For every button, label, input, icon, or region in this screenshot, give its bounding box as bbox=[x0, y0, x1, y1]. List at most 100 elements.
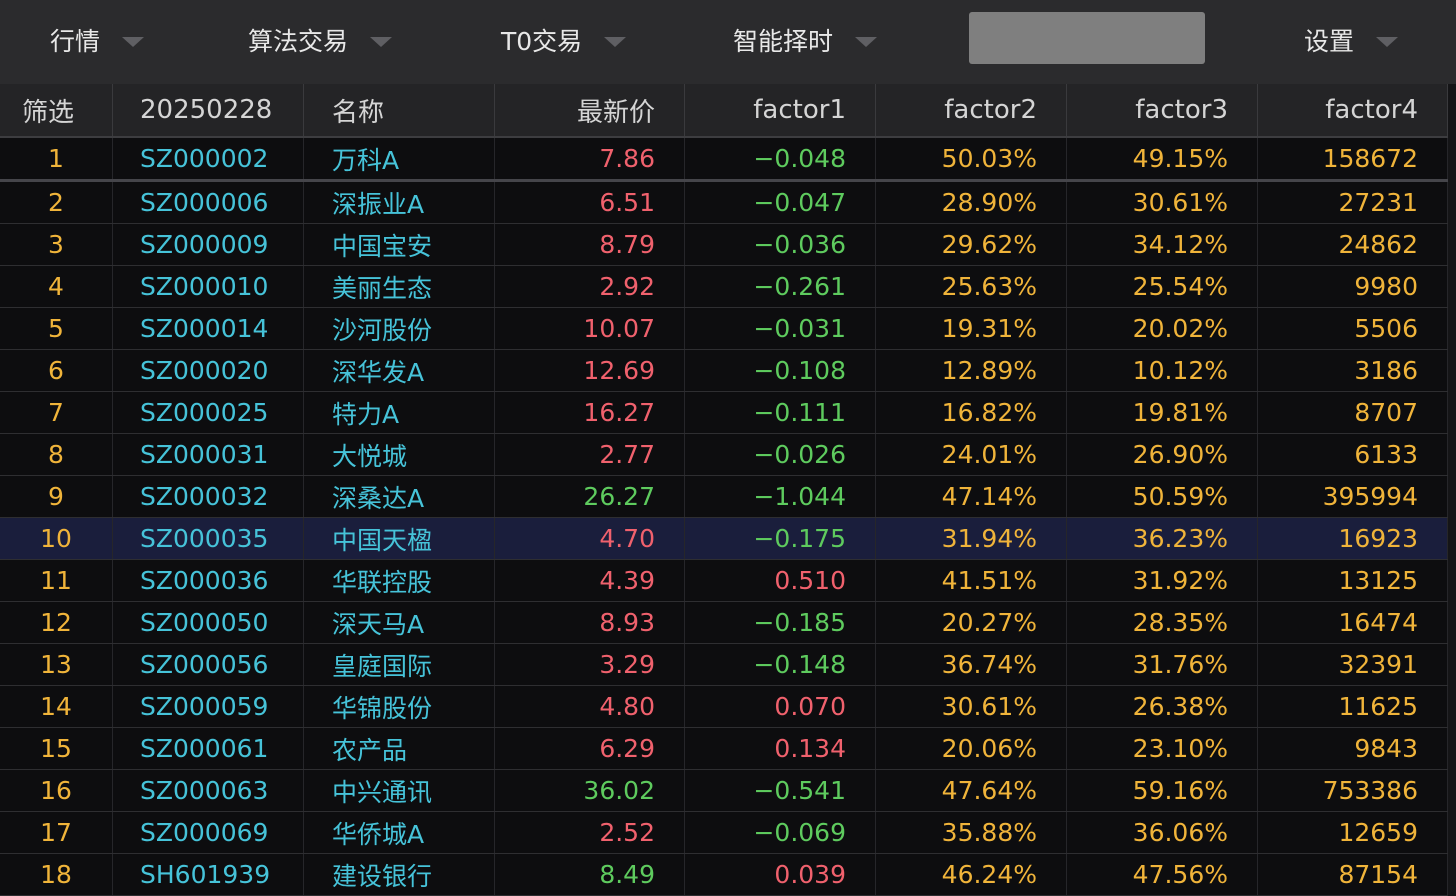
search-input[interactable] bbox=[969, 12, 1205, 64]
factor2-value: 29.62% bbox=[876, 224, 1067, 265]
table-row[interactable]: 10 SZ000035 中国天楹 4.70 −0.175 31.94% 36.23% 1692… bbox=[0, 518, 1456, 560]
row-index: 16 bbox=[0, 770, 113, 811]
stock-code: SZ000020 bbox=[113, 350, 304, 391]
stock-code: SZ000059 bbox=[113, 686, 304, 727]
stock-code: SZ000002 bbox=[113, 138, 304, 179]
factor4-value: 12659 bbox=[1258, 812, 1448, 853]
table-row[interactable]: 9 SZ000032 深桑达A 26.27 −1.044 47.14% 50.59% 3959… bbox=[0, 476, 1456, 518]
row-index: 11 bbox=[0, 560, 113, 601]
factor3-value: 23.10% bbox=[1067, 728, 1258, 769]
table-row[interactable]: 13 SZ000056 皇庭国际 3.29 −0.148 36.74% 31.76% 3239… bbox=[0, 644, 1456, 686]
table-row[interactable]: 11 SZ000036 华联控股 4.39 0.510 41.51% 31.92% 13125 bbox=[0, 560, 1456, 602]
header-factor3[interactable]: factor3 bbox=[1067, 84, 1258, 136]
table-row[interactable]: 18 SH601939 建设银行 8.49 0.039 46.24% 47.56% 87154 bbox=[0, 854, 1456, 896]
factor3-value: 30.61% bbox=[1067, 182, 1258, 223]
chevron-down-icon bbox=[370, 37, 393, 47]
factor4-value: 11625 bbox=[1258, 686, 1448, 727]
table-row[interactable]: 4 SZ000010 美丽生态 2.92 −0.261 25.63% 25.54% 9980 bbox=[0, 266, 1456, 308]
factor3-value: 25.54% bbox=[1067, 266, 1258, 307]
factor3-value: 36.23% bbox=[1067, 518, 1258, 559]
latest-price: 3.29 bbox=[495, 644, 685, 685]
latest-price: 2.77 bbox=[495, 434, 685, 475]
table-row[interactable]: 12 SZ000050 深天马A 8.93 −0.185 20.27% 28.35% 1647… bbox=[0, 602, 1456, 644]
factor3-value: 19.81% bbox=[1067, 392, 1258, 433]
factor1-value: −0.108 bbox=[685, 350, 876, 391]
factor2-value: 41.51% bbox=[876, 560, 1067, 601]
latest-price: 4.39 bbox=[495, 560, 685, 601]
factor4-value: 87154 bbox=[1258, 854, 1448, 895]
table-row[interactable]: 14 SZ000059 华锦股份 4.80 0.070 30.61% 26.38% 11625 bbox=[0, 686, 1456, 728]
table-row[interactable]: 7 SZ000025 特力A 16.27 −0.111 16.82% 19.81% 8707 bbox=[0, 392, 1456, 434]
latest-price: 4.80 bbox=[495, 686, 685, 727]
header-factor1[interactable]: factor1 bbox=[685, 84, 876, 136]
latest-price: 7.86 bbox=[495, 138, 685, 179]
stock-name: 中国宝安 bbox=[304, 224, 495, 265]
menu-algo-trading[interactable]: 算法交易 bbox=[248, 0, 393, 80]
factor3-value: 20.02% bbox=[1067, 308, 1258, 349]
table-row[interactable]: 6 SZ000020 深华发A 12.69 −0.108 12.89% 10.12% 3186 bbox=[0, 350, 1456, 392]
row-index: 1 bbox=[0, 138, 113, 179]
factor2-value: 16.82% bbox=[876, 392, 1067, 433]
stock-code: SZ000006 bbox=[113, 182, 304, 223]
table-row[interactable]: 2 SZ000006 深振业A 6.51 −0.047 28.90% 30.61% 27231 bbox=[0, 182, 1456, 224]
stock-code: SZ000009 bbox=[113, 224, 304, 265]
factor2-value: 31.94% bbox=[876, 518, 1067, 559]
row-index: 14 bbox=[0, 686, 113, 727]
row-index: 4 bbox=[0, 266, 113, 307]
factor2-value: 28.90% bbox=[876, 182, 1067, 223]
header-name[interactable]: 名称 bbox=[304, 84, 495, 136]
factor3-value: 28.35% bbox=[1067, 602, 1258, 643]
table-row[interactable]: 16 SZ000063 中兴通讯 36.02 −0.541 47.64% 59.16% 753… bbox=[0, 770, 1456, 812]
menu-t0-trading[interactable]: T0交易 bbox=[501, 0, 627, 80]
factor4-value: 753386 bbox=[1258, 770, 1448, 811]
row-index: 6 bbox=[0, 350, 113, 391]
table-row[interactable]: 17 SZ000069 华侨城A 2.52 −0.069 35.88% 36.06% 1265… bbox=[0, 812, 1456, 854]
stock-code: SZ000010 bbox=[113, 266, 304, 307]
latest-price: 8.93 bbox=[495, 602, 685, 643]
header-date[interactable]: 20250228 bbox=[113, 84, 304, 136]
stock-name: 深华发A bbox=[304, 350, 495, 391]
stock-code: SH601939 bbox=[113, 854, 304, 895]
factor2-value: 50.03% bbox=[876, 138, 1067, 179]
factor1-value: −0.261 bbox=[685, 266, 876, 307]
header-latest-price[interactable]: 最新价 bbox=[495, 84, 685, 136]
stock-name: 沙河股份 bbox=[304, 308, 495, 349]
factor1-value: −0.185 bbox=[685, 602, 876, 643]
header-filter[interactable]: 筛选 bbox=[0, 84, 113, 136]
row-index: 10 bbox=[0, 518, 113, 559]
table-row[interactable]: 15 SZ000061 农产品 6.29 0.134 20.06% 23.10% 9843 bbox=[0, 728, 1456, 770]
stock-name: 特力A bbox=[304, 392, 495, 433]
table-row[interactable]: 5 SZ000014 沙河股份 10.07 −0.031 19.31% 20.02% 5506 bbox=[0, 308, 1456, 350]
factor3-value: 34.12% bbox=[1067, 224, 1258, 265]
factor1-value: −1.044 bbox=[685, 476, 876, 517]
factor4-value: 395994 bbox=[1258, 476, 1448, 517]
chevron-down-icon bbox=[122, 37, 145, 47]
factor2-value: 12.89% bbox=[876, 350, 1067, 391]
stock-code: SZ000025 bbox=[113, 392, 304, 433]
menu-smart-timing[interactable]: 智能择时 bbox=[733, 0, 878, 80]
factor4-value: 9980 bbox=[1258, 266, 1448, 307]
factor1-value: −0.031 bbox=[685, 308, 876, 349]
chevron-down-icon bbox=[855, 37, 878, 47]
chevron-down-icon bbox=[604, 37, 627, 47]
stock-name: 农产品 bbox=[304, 728, 495, 769]
factor2-value: 20.27% bbox=[876, 602, 1067, 643]
stock-name: 深天马A bbox=[304, 602, 495, 643]
menu-settings[interactable]: 设置 bbox=[1304, 0, 1399, 80]
table-row[interactable]: 1 SZ000002 万科A 7.86 −0.048 50.03% 49.15% 158672 bbox=[0, 138, 1456, 182]
latest-price: 16.27 bbox=[495, 392, 685, 433]
menu-quotes[interactable]: 行情 bbox=[50, 0, 145, 80]
stock-code: SZ000063 bbox=[113, 770, 304, 811]
stock-name: 华锦股份 bbox=[304, 686, 495, 727]
stock-name: 皇庭国际 bbox=[304, 644, 495, 685]
stock-code: SZ000014 bbox=[113, 308, 304, 349]
table-row[interactable]: 3 SZ000009 中国宝安 8.79 −0.036 29.62% 34.12% 24862 bbox=[0, 224, 1456, 266]
table-row[interactable]: 8 SZ000031 大悦城 2.77 −0.026 24.01% 26.90% 6133 bbox=[0, 434, 1456, 476]
vertical-scrollbar[interactable] bbox=[1448, 84, 1456, 896]
menu-settings-label: 设置 bbox=[1304, 27, 1355, 56]
header-factor2[interactable]: factor2 bbox=[876, 84, 1067, 136]
factor3-value: 50.59% bbox=[1067, 476, 1258, 517]
header-factor4[interactable]: factor4 bbox=[1258, 84, 1448, 136]
latest-price: 4.70 bbox=[495, 518, 685, 559]
factor2-value: 36.74% bbox=[876, 644, 1067, 685]
